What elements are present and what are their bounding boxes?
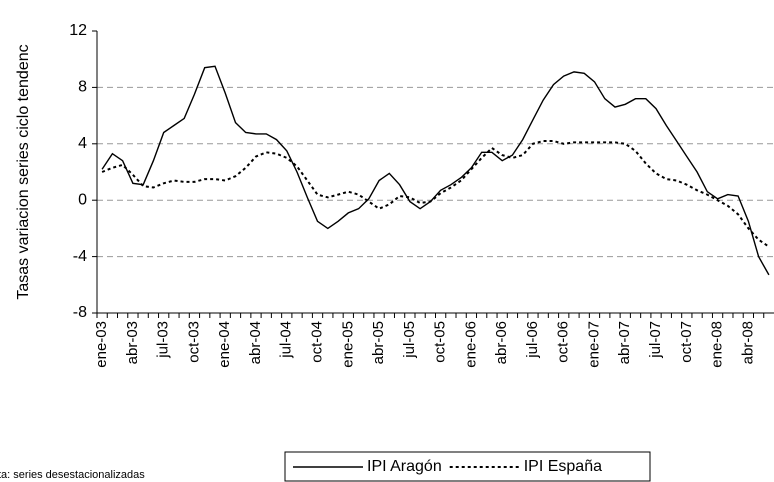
y-tick-label: 8 [78,79,87,96]
y-tick-label: 12 [69,22,87,39]
x-tick-label: abr-04 [247,321,264,364]
legend-label: IPI España [524,458,602,475]
footnote: ta: series desestacionalizadas [0,469,145,481]
x-tick-label: ene-05 [339,321,356,368]
x-tick-label: ene-08 [709,321,726,368]
x-tick-label: oct-03 [185,321,202,363]
series-line [101,65,770,276]
x-tick-label: jul-03 [155,321,172,359]
y-tick-label: 0 [78,191,87,208]
x-tick-label: jul-05 [401,321,418,359]
x-tick-label: ene-03 [93,321,110,368]
y-tick-label: -8 [73,304,87,321]
series-line [101,140,770,248]
x-tick-label: oct-04 [309,321,326,363]
x-tick-label: jul-06 [524,321,541,359]
legend-label: IPI Aragón [367,458,442,475]
y-tick-label: -4 [73,248,87,265]
x-tick-label: oct-06 [555,321,572,363]
x-tick-label: abr-06 [493,321,510,364]
y-axis-label: Tasas variacion series ciclo tendenc [15,44,32,299]
x-tick-label: abr-07 [616,321,633,364]
x-tick-label: oct-05 [432,321,449,363]
x-tick-label: abr-03 [124,321,141,364]
x-tick-label: jul-04 [278,321,295,359]
x-tick-label: oct-07 [678,321,695,363]
x-tick-label: abr-08 [739,321,756,364]
x-tick-label: jul-07 [647,321,664,359]
x-tick-label: ene-06 [462,321,479,368]
x-tick-label: ene-04 [216,321,233,368]
x-tick-label: abr-05 [370,321,387,364]
x-tick-label: ene-07 [585,321,602,368]
y-tick-label: 4 [78,135,87,152]
